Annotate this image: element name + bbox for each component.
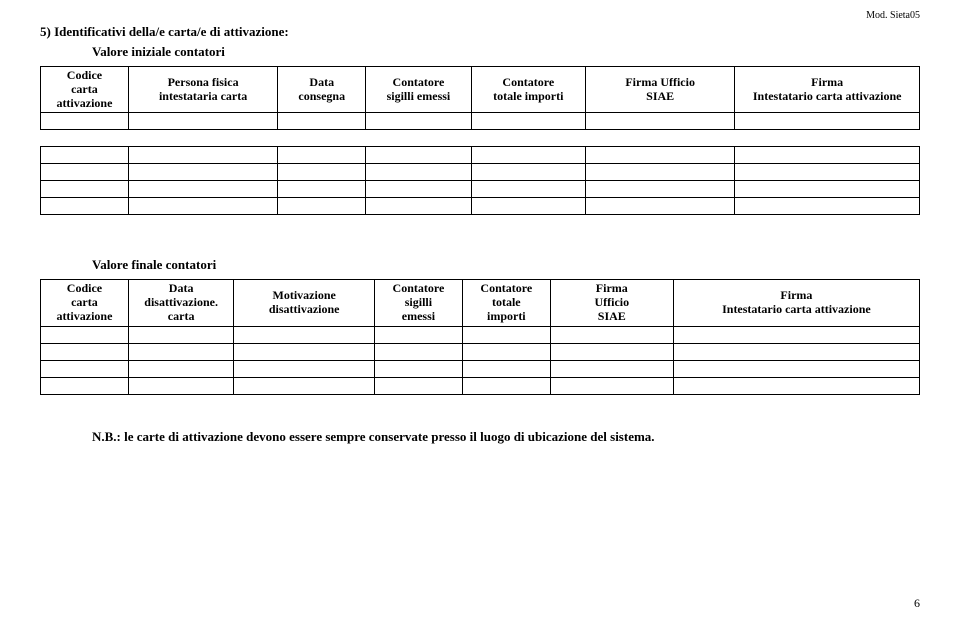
table-cell (278, 147, 366, 164)
table-cell (585, 198, 734, 215)
table-cell (585, 147, 734, 164)
table-cell (41, 198, 129, 215)
table-cell (278, 164, 366, 181)
section-title: 5) Identificativi della/e carta/e di att… (40, 24, 920, 40)
table-cell (673, 326, 919, 343)
table-header-cell: Contatoretotale importi (471, 67, 585, 113)
table-row (41, 147, 920, 164)
table-header-cell: Contatoresigilliemessi (374, 280, 462, 326)
table-cell (374, 360, 462, 377)
table-cell (41, 164, 129, 181)
table-cell (462, 360, 550, 377)
table-row (41, 198, 920, 215)
table-cell (41, 360, 129, 377)
table-cell (366, 147, 471, 164)
table-cell (673, 360, 919, 377)
table-cell (374, 377, 462, 394)
table-final: CodicecartaattivazioneDatadisattivazione… (40, 279, 920, 394)
table-cell (366, 113, 471, 130)
table-cell (128, 377, 233, 394)
table-cell (462, 377, 550, 394)
table-header-cell: Persona fisicaintestataria carta (128, 67, 277, 113)
table-cell (366, 198, 471, 215)
table-cell (673, 343, 919, 360)
table-cell (41, 326, 129, 343)
table-cell (234, 326, 375, 343)
table-cell (550, 360, 673, 377)
table-header-cell: FirmaUfficioSIAE (550, 280, 673, 326)
table-row (41, 181, 920, 198)
table-header-cell: Codicecartaattivazione (41, 280, 129, 326)
table-cell (278, 181, 366, 198)
table-header-cell: Dataconsegna (278, 67, 366, 113)
mod-label: Mod. Sieta05 (866, 10, 920, 21)
table-cell (735, 147, 920, 164)
table-cell (41, 147, 129, 164)
table-cell (128, 181, 277, 198)
table-header-cell: Contatoresigilli emessi (366, 67, 471, 113)
table-cell (735, 164, 920, 181)
table-header-cell: Contatoretotaleimporti (462, 280, 550, 326)
page-number: 6 (914, 596, 920, 611)
table-cell (471, 164, 585, 181)
table-cell (41, 343, 129, 360)
table-cell (234, 377, 375, 394)
table-cell (41, 377, 129, 394)
table-cell (366, 181, 471, 198)
table-header-cell: FirmaIntestatario carta attivazione (735, 67, 920, 113)
table-cell (366, 164, 471, 181)
table-cell (278, 113, 366, 130)
table-cell (128, 164, 277, 181)
table-header-cell: Codicecartaattivazione (41, 67, 129, 113)
table-row (41, 377, 920, 394)
initial-subtitle: Valore iniziale contatori (92, 44, 920, 60)
table-cell (585, 113, 734, 130)
table-initial: CodicecartaattivazionePersona fisicainte… (40, 66, 920, 215)
table-cell (471, 147, 585, 164)
table-header-cell: FirmaIntestatario carta attivazione (673, 280, 919, 326)
table-cell (128, 343, 233, 360)
table-cell (128, 198, 277, 215)
table-cell (673, 377, 919, 394)
table-cell (471, 181, 585, 198)
table-cell (234, 343, 375, 360)
table-cell (41, 113, 129, 130)
table-cell (471, 113, 585, 130)
table-cell (550, 343, 673, 360)
table-cell (585, 164, 734, 181)
table-row (41, 113, 920, 130)
table-cell (462, 343, 550, 360)
table-cell (550, 326, 673, 343)
table-cell (128, 147, 277, 164)
table-cell (735, 198, 920, 215)
table-cell (128, 360, 233, 377)
table-cell (234, 360, 375, 377)
table-row (41, 326, 920, 343)
table-header-cell: Motivazionedisattivazione (234, 280, 375, 326)
table-cell (735, 113, 920, 130)
table-header-cell: Datadisattivazione.carta (128, 280, 233, 326)
table-cell (278, 198, 366, 215)
final-subtitle: Valore finale contatori (92, 257, 920, 273)
table-cell (128, 113, 277, 130)
table-cell (550, 377, 673, 394)
table-row (41, 164, 920, 181)
footnote: N.B.: le carte di attivazione devono ess… (92, 429, 920, 445)
table-row (41, 343, 920, 360)
table-cell (735, 181, 920, 198)
table-cell (374, 343, 462, 360)
table-cell (41, 181, 129, 198)
table-spacer-row (41, 130, 920, 147)
table-row (41, 360, 920, 377)
table-cell (462, 326, 550, 343)
table-cell (374, 326, 462, 343)
table-cell (128, 326, 233, 343)
table-header-cell: Firma UfficioSIAE (585, 67, 734, 113)
table-cell (471, 198, 585, 215)
table-cell (585, 181, 734, 198)
